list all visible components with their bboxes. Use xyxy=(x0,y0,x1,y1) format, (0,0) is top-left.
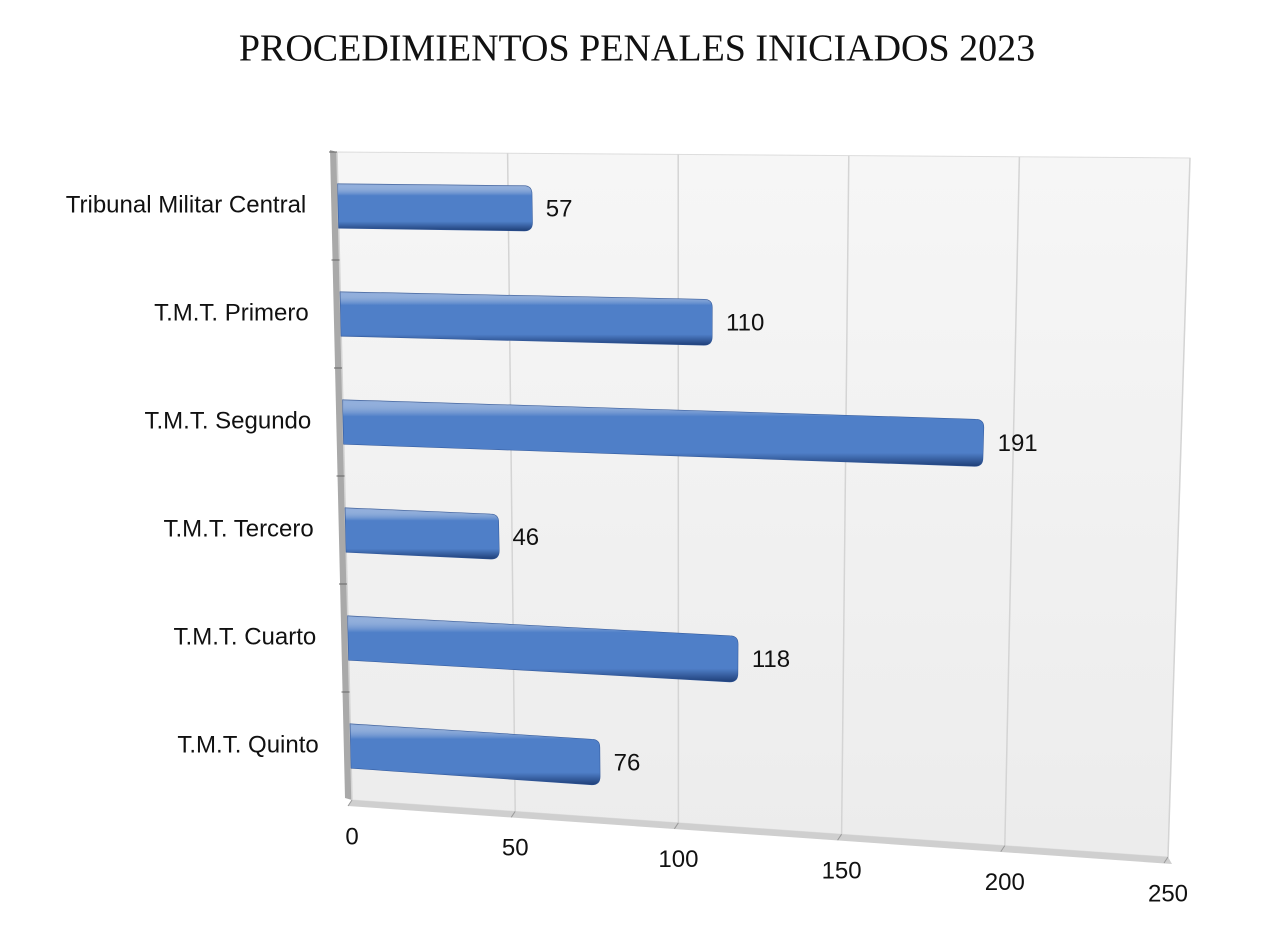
tick-mark xyxy=(510,811,516,818)
bar-highlight xyxy=(340,291,713,346)
tick-mark xyxy=(1000,845,1006,852)
tick-mark xyxy=(347,799,353,807)
floor xyxy=(348,800,1172,864)
y-tick-label: T.M.T. Quinto xyxy=(177,731,318,758)
value-label: 191 xyxy=(998,430,1038,457)
value-label: 46 xyxy=(512,524,539,551)
value-label: 57 xyxy=(546,196,573,223)
y-tick-label: T.M.T. Tercero xyxy=(163,515,313,542)
x-tick-label: 150 xyxy=(822,858,862,885)
x-tick-label: 100 xyxy=(658,846,698,873)
x-tick-label: 50 xyxy=(502,835,529,862)
x-tick-label: 200 xyxy=(985,869,1025,896)
tick-mark xyxy=(673,822,679,830)
tick-mark xyxy=(837,833,843,841)
bar-highlight xyxy=(347,615,738,682)
y-tick-label: T.M.T. Primero xyxy=(154,299,309,326)
bar-highlight xyxy=(337,183,533,231)
grid-line xyxy=(1167,157,1191,858)
x-tick-label: 0 xyxy=(345,823,358,850)
bar-highlight xyxy=(350,723,600,785)
value-label: 110 xyxy=(726,310,764,337)
tick-mark xyxy=(1163,856,1169,864)
grid-line xyxy=(506,153,516,812)
grid-line xyxy=(1004,156,1021,846)
bar-highlight xyxy=(342,399,984,467)
bar-highlight xyxy=(345,507,500,559)
grid-line xyxy=(840,155,850,835)
y-tick-label: T.M.T. Segundo xyxy=(144,407,311,434)
x-tick-label: 250 xyxy=(1148,880,1188,907)
chart-title: PROCEDIMIENTOS PENALES INICIADOS 2023 xyxy=(239,28,1035,70)
y-tick-label: Tribunal Militar Central xyxy=(66,191,307,218)
value-label: 118 xyxy=(752,646,790,673)
left-wall xyxy=(330,150,352,800)
value-label: 76 xyxy=(614,749,641,776)
y-tick-label: T.M.T. Cuarto xyxy=(174,623,317,650)
